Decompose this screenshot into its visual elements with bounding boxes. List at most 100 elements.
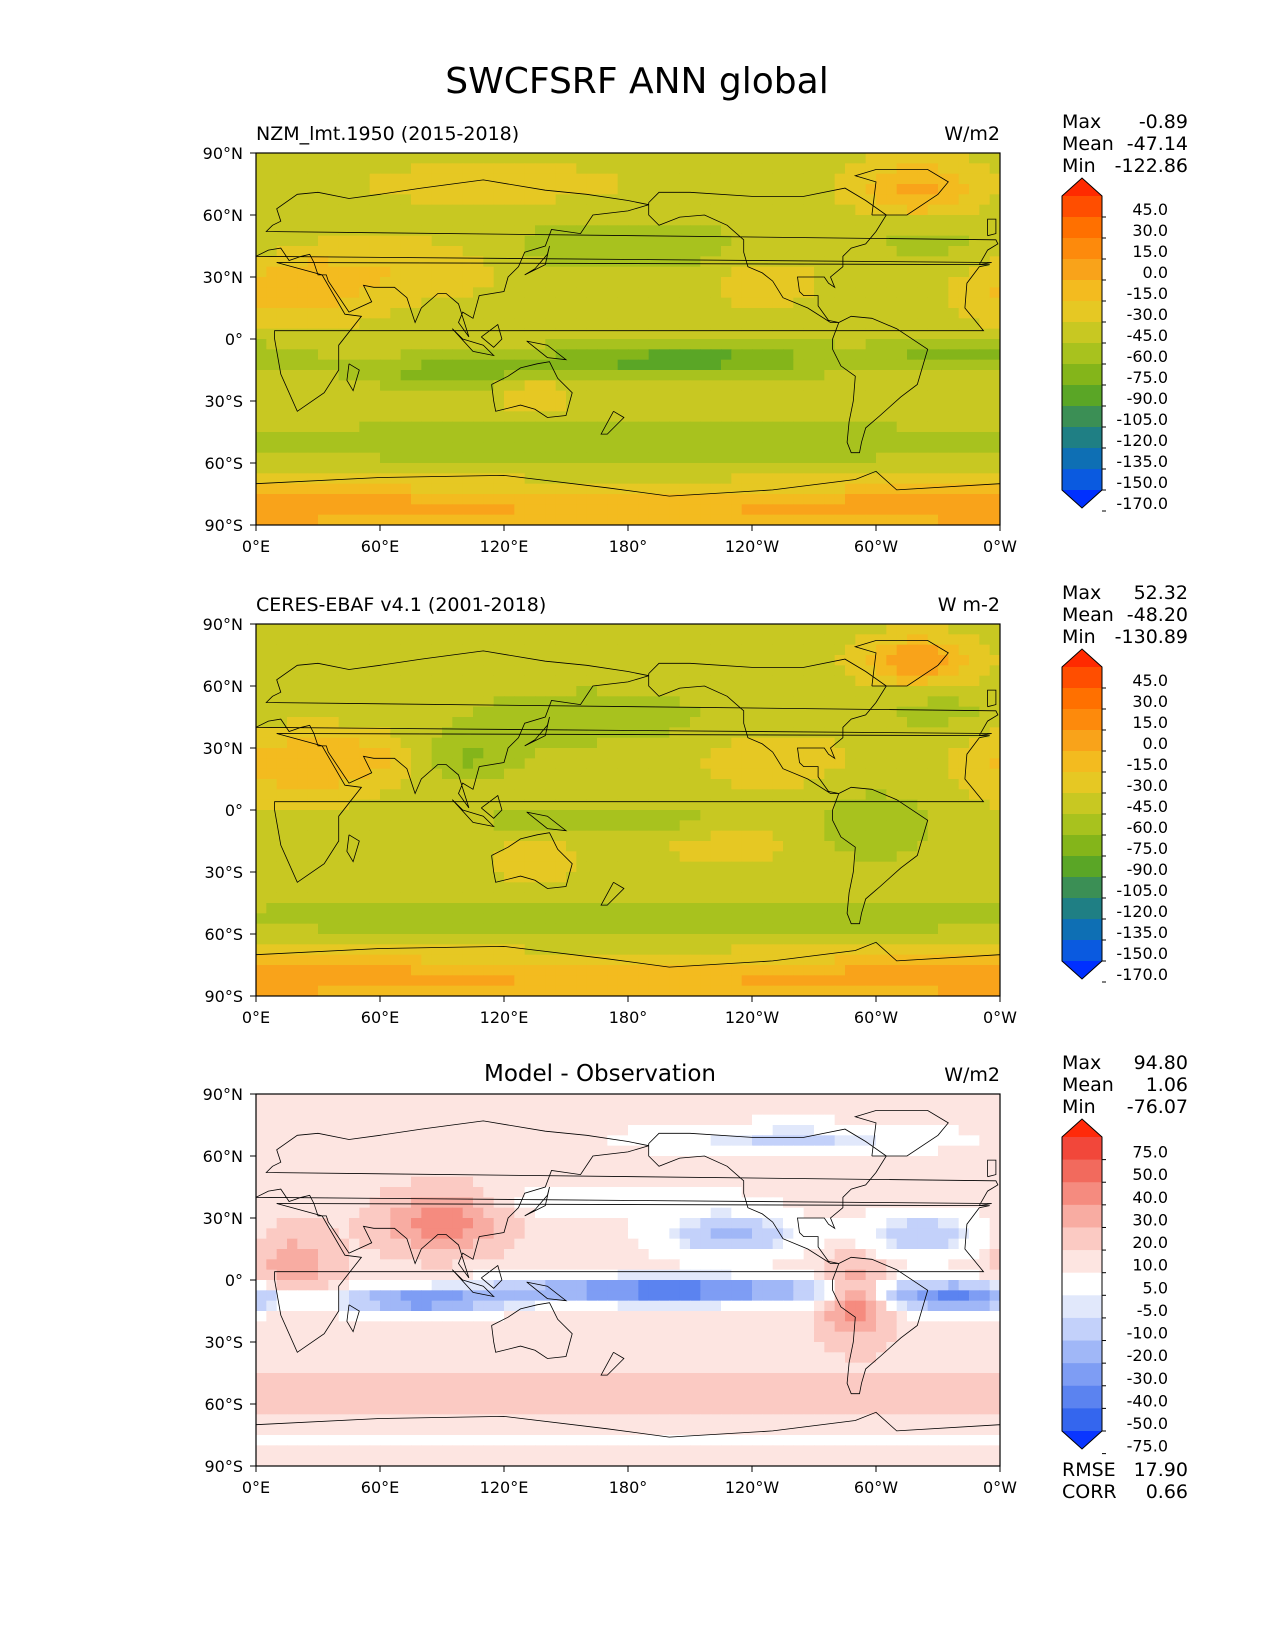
map-cell [545,514,557,525]
map-cell [752,297,763,309]
map-cell [586,163,598,175]
map-cell [328,748,340,759]
map-cell [876,287,887,299]
map-cell [700,789,712,801]
map-cell [628,830,639,842]
map-cell [814,851,825,863]
map-cell [896,421,908,433]
map-cell [555,799,567,811]
map-cell [969,820,980,832]
map-cell [638,717,650,728]
map-cell [731,861,743,873]
map-cell [762,624,774,635]
map-cell [886,308,898,319]
map-cell [328,401,340,412]
map-cell [566,339,577,350]
map-cell [690,463,701,474]
map-cell [865,184,877,195]
map-cell [318,483,329,495]
map-cell [948,463,960,474]
map-cell [793,483,805,495]
map-cell [762,411,774,423]
map-cell [907,359,918,371]
map-cell [483,841,495,852]
map-cell [266,748,278,759]
map-cell [731,655,743,666]
map-cell [349,882,360,894]
map-cell [628,696,639,708]
map-cell [958,163,970,175]
map-cell [566,665,577,677]
map-cell [803,266,815,278]
map-cell [524,779,536,790]
map-cell [452,934,464,945]
map-cell [555,820,567,832]
map-cell [442,644,453,656]
map-cell [473,390,484,402]
map-cell [907,194,918,206]
map-cell [824,153,836,164]
map-cell [803,892,815,904]
map-cell [524,421,536,433]
map-cell [876,686,887,697]
map-cell [865,277,877,288]
map-cell [762,696,774,708]
map-cell [628,380,639,392]
map-cell [669,768,681,780]
map-cell [390,339,402,350]
map-cell [793,235,805,247]
map-cell [297,696,309,708]
map-cell [566,810,577,821]
map-cell [834,215,846,226]
map-cell [462,644,474,656]
map-cell [762,841,774,852]
map-cell [349,872,360,883]
map-cell [865,463,877,474]
map-cell [700,758,712,770]
map-cell [287,665,298,677]
map-cell [555,665,567,677]
map-cell [566,923,577,935]
map-cell [628,256,639,268]
map-cell [876,235,887,247]
map-cell [566,882,577,894]
map-cell [483,737,495,749]
map-cell [421,514,433,525]
map-cell [359,225,371,237]
map-cell [938,390,949,402]
map-cell [266,504,278,516]
map-cell [483,297,495,309]
map-cell [648,380,660,392]
map-cell [700,359,712,371]
map-cell [783,452,794,464]
map-cell [834,277,846,288]
map-cell [318,810,329,821]
map-cell [917,297,929,309]
map-cell [266,328,278,340]
map-cell [855,923,867,935]
map-cell [535,882,546,894]
map-cell [917,665,929,677]
map-cell [721,266,732,278]
map-cell [390,266,402,278]
map-cell [524,401,536,412]
stat-value: -47.14 [1127,133,1188,155]
map-cell [607,494,619,505]
map-cell [524,256,536,268]
map-cell [597,686,608,697]
map-cell [307,473,319,485]
map-cell [638,370,650,381]
map-cell [896,675,908,687]
map-cell [473,675,484,687]
map-cell [710,349,722,361]
map-cell [834,851,846,863]
map-cell [969,390,980,402]
map-cell [752,349,763,361]
map-cell [659,634,670,646]
map-cell [493,153,505,164]
map-cell [431,163,443,175]
map-cell [318,634,329,646]
map-cell [514,318,526,330]
map-cell [845,789,856,801]
map-cell [369,339,381,350]
